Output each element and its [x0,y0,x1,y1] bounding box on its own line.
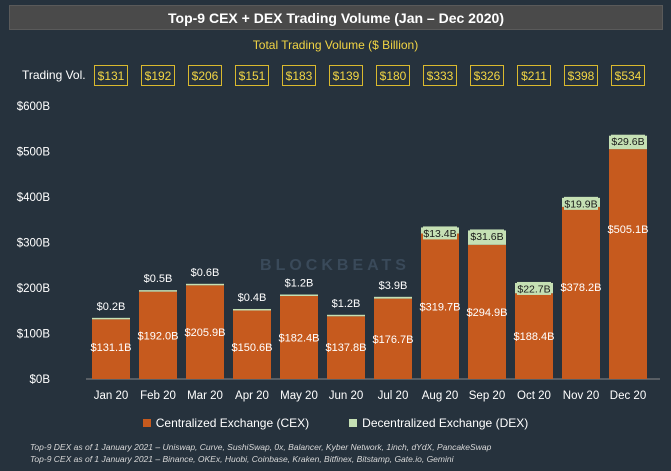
watermark-text: BLOCKBEATS [260,257,410,274]
legend-swatch-dex [349,419,358,427]
trading-vol-box: $192 [141,65,175,86]
chart-subtitle: Total Trading Volume ($ Billion) [252,38,419,52]
trading-vol-box: $180 [376,65,410,86]
legend-label-dex: Decentralized Exchange (DEX) [362,416,529,430]
legend-item-cex: Centralized Exchange (CEX) [142,416,310,430]
dex-data-label: $13.4B [423,228,456,240]
dex-data-label: $29.6B [611,136,644,148]
cex-data-label: $150.6B [232,342,273,354]
cex-bar [327,316,365,379]
legend: Centralized Exchange (CEX) Decentralized… [0,416,671,430]
y-tick-label: $200B [17,283,51,295]
x-tick-label: Dec 20 [610,390,646,402]
trading-vol-box: $131 [94,65,128,86]
x-tick-label: Oct 20 [517,390,551,402]
x-tick-label: Jan 20 [94,390,129,402]
dex-data-label: $1.2B [285,278,314,290]
cex-bar [421,233,459,379]
cex-data-label: $205.9B [185,327,226,339]
y-tick-label: $300B [17,238,51,250]
y-tick-label: $500B [17,147,51,159]
dex-bar [186,283,224,286]
cex-bar [515,293,553,379]
x-tick-label: Jul 20 [378,390,409,402]
dex-bar [139,290,177,292]
dex-data-label: $3.9B [379,280,408,292]
dex-data-label: $31.6B [470,231,503,243]
cex-data-label: $188.4B [514,331,555,343]
trading-vol-box: $139 [329,65,363,86]
legend-label-cex: Centralized Exchange (CEX) [155,416,310,430]
dex-bar [233,308,271,311]
dex-data-label: $19.9B [564,198,597,210]
cex-data-label: $182.4B [279,333,320,345]
chart-title: Top-9 CEX + DEX Trading Volume (Jan – De… [9,5,663,30]
dex-data-label: $1.2B [332,298,361,310]
cex-data-label: $176.7B [373,334,414,346]
dex-label-box [470,229,504,243]
dex-bar [92,317,130,320]
legend-item-dex: Decentralized Exchange (DEX) [349,416,528,430]
dex-data-label: $0.5B [144,273,173,285]
cex-data-label: $505.1B [608,224,649,236]
cex-bar [609,149,647,379]
cex-bar [186,285,224,379]
dex-label-box [611,134,645,148]
trading-vol-box: $183 [282,65,316,86]
cex-bar [562,206,600,379]
trading-vol-box: $398 [564,65,598,86]
dex-label-box [564,196,598,210]
trading-vol-box: $151 [235,65,269,86]
legend-swatch-cex [142,419,151,427]
x-tick-label: Aug 20 [422,390,458,402]
dex-data-label: $0.4B [238,292,267,304]
cex-bar [233,310,271,379]
cex-data-label: $192.0B [138,330,179,342]
cex-bar [280,296,318,379]
dex-label-box [517,281,551,295]
x-tick-label: Sep 20 [469,390,505,402]
dex-data-label: $22.7B [517,283,550,295]
trading-vol-box: $534 [611,65,645,86]
trading-vol-box: $333 [423,65,457,86]
x-tick-label: Feb 20 [140,390,176,402]
x-tick-label: Jun 20 [329,390,364,402]
x-tick-label: Nov 20 [563,390,599,402]
dex-data-label: $0.6B [191,267,220,279]
cex-data-label: $137.8B [326,342,367,354]
x-tick-label: Apr 20 [235,390,269,402]
cex-data-label: $131.1B [91,342,132,354]
cex-bar [139,291,177,379]
dex-data-label: $0.2B [97,301,126,313]
cex-bar [92,319,130,379]
trading-vol-label: Trading Vol. [22,68,86,82]
footnote-dex: Top-9 DEX as of 1 January 2021 – Uniswap… [30,442,492,452]
dex-bar [280,294,318,297]
footnote-cex: Top-9 CEX as of 1 January 2021 – Binance… [30,454,454,464]
cex-data-label: $378.2B [561,282,602,294]
trading-vol-box: $206 [188,65,222,86]
x-tick-label: Mar 20 [187,390,223,402]
cex-bar [374,298,412,379]
y-tick-label: $600B [17,101,51,113]
dex-bar [374,296,412,299]
x-tick-label: May 20 [280,390,318,402]
y-tick-label: $0B [30,374,51,386]
cex-data-label: $294.9B [467,307,508,319]
cex-data-label: $319.7B [420,301,461,313]
dex-bar [327,314,365,317]
trading-vol-box: $326 [470,65,504,86]
dex-label-box [423,226,457,240]
y-tick-label: $100B [17,329,51,341]
y-tick-label: $400B [17,192,51,204]
trading-vol-box: $211 [517,65,551,86]
cex-bar [468,244,506,379]
